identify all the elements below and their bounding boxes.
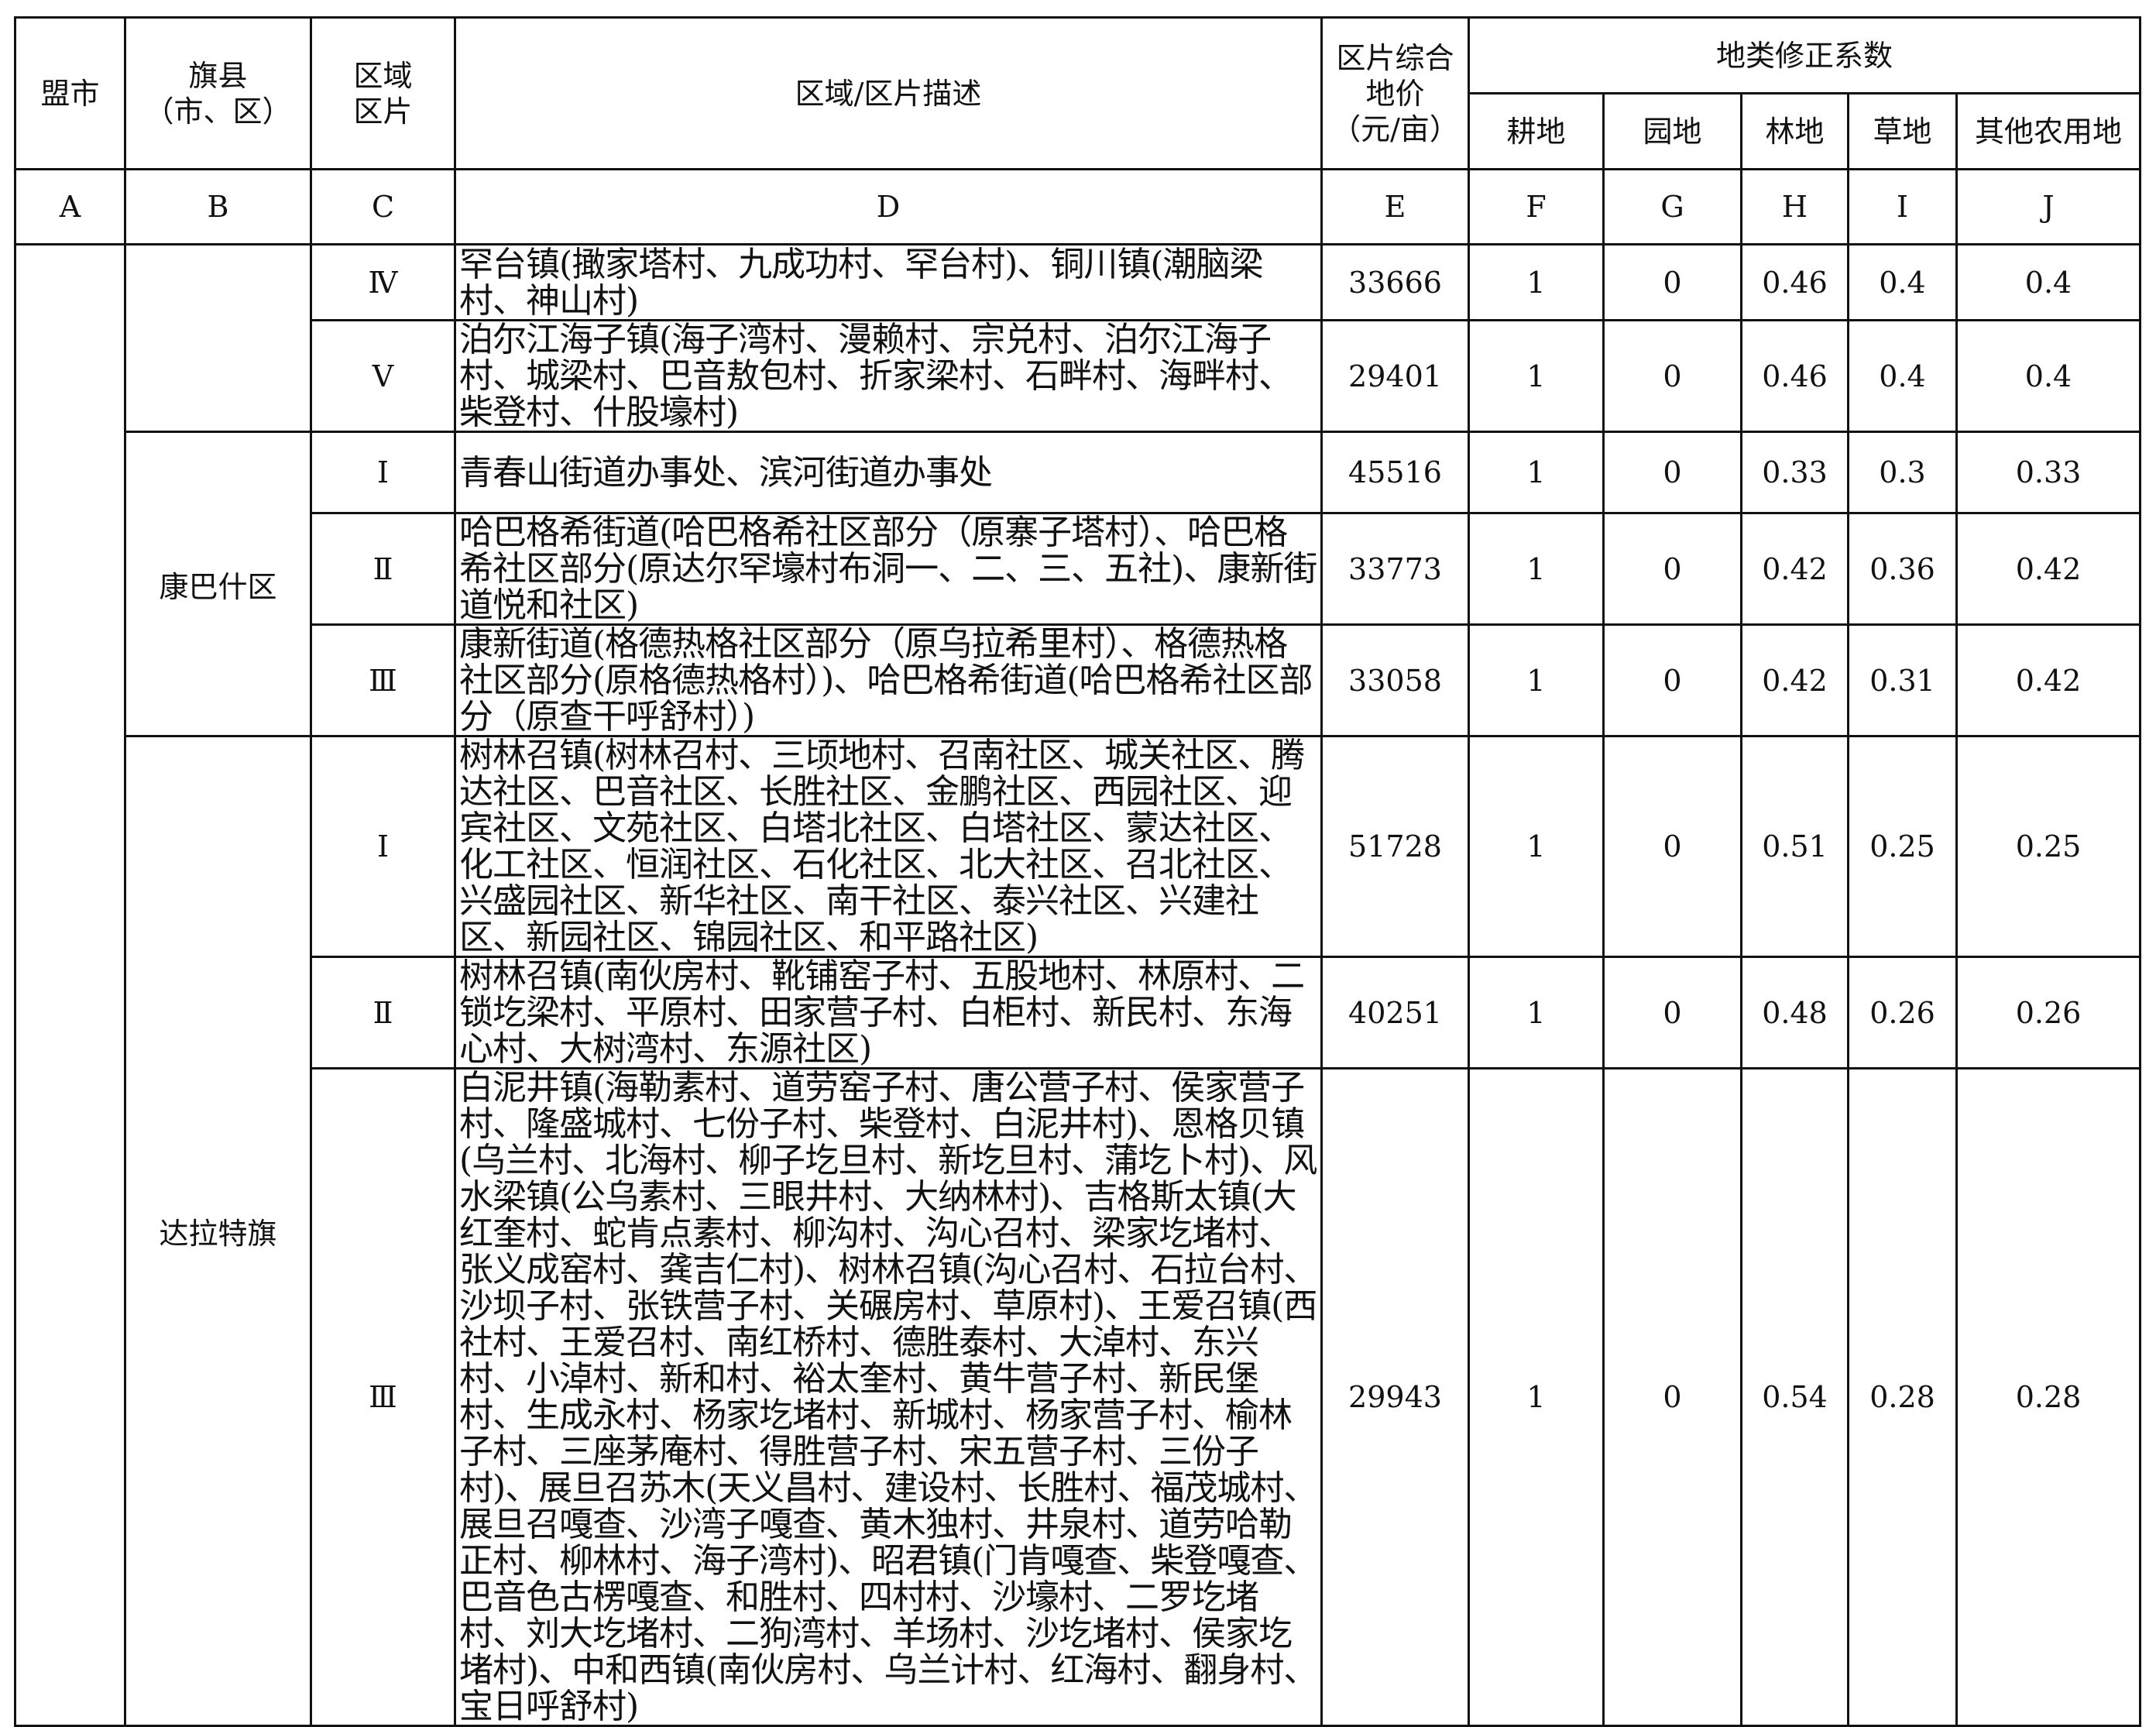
table-row: Ⅲ 白泥井镇(海勒素村、道劳窑子村、唐公营子村、侯家营子村、隆盛城村、七份子村、柴… xyxy=(15,1067,2141,1727)
coefficient-g-cell: 0 xyxy=(1602,319,1742,433)
header-league-city: 盟市 xyxy=(14,16,126,170)
coefficient-i-cell: 0.3 xyxy=(1847,431,1958,514)
land-price-table: 盟市 旗县 （市、区） 区域 区片 区域/区片描述 区片综合 地价 （元/亩） … xyxy=(14,16,2141,1727)
coefficient-g-cell: 0 xyxy=(1602,956,1742,1070)
header-county: 旗县 （市、区） xyxy=(124,16,312,170)
zone-cell: Ⅳ xyxy=(310,243,456,321)
price-cell: 29401 xyxy=(1320,319,1470,433)
zone-cell: Ⅱ xyxy=(310,512,456,626)
coefficient-i-cell: 0.4 xyxy=(1847,243,1958,321)
zone-cell: Ⅴ xyxy=(310,319,456,433)
description-cell: 树林召镇(树林召村、三顷地村、召南社区、城关社区、腾达社区、巴音社区、长胜社区、… xyxy=(454,735,1323,958)
coefficient-j-cell: 0.4 xyxy=(1955,243,2141,321)
price-cell: 33773 xyxy=(1320,512,1470,626)
table-row: Ⅳ 罕台镇(撖家塔村、九成功村、罕台村)、铜川镇(潮脑梁村、神山村) 33666 1 0… xyxy=(14,243,2141,1727)
letter-cell: A xyxy=(14,168,126,245)
price-cell: 29943 xyxy=(1320,1067,1470,1727)
coefficient-f-cell: 1 xyxy=(1468,956,1605,1070)
coefficient-g-cell: 0 xyxy=(1602,735,1742,958)
letter-cell: D xyxy=(454,168,1323,245)
coefficient-h-cell: 0.42 xyxy=(1740,512,1849,626)
coefficient-j-cell: 0.42 xyxy=(1955,623,2141,737)
header-forest: 林地 xyxy=(1740,92,1849,170)
coefficient-j-cell: 0.33 xyxy=(1955,431,2141,514)
table-row: Ⅱ 树林召镇(南伙房村、靴铺窑子村、五股地村、林原村、二锁圪梁村、平原村、田家营子… xyxy=(15,956,2141,1070)
letter-cell: I xyxy=(1847,168,1958,245)
description-cell: 康新街道(格德热格社区部分（原乌拉希里村）、格德热格社区部分(原格德热格村）)、… xyxy=(454,623,1323,737)
letter-cell: B xyxy=(124,168,312,245)
coefficient-g-cell: 0 xyxy=(1602,623,1742,737)
coefficient-j-cell: 0.25 xyxy=(1955,735,2141,958)
price-cell: 33666 xyxy=(1320,243,1470,321)
coefficient-j-cell: 0.28 xyxy=(1955,1067,2141,1727)
zone-cell: Ⅲ xyxy=(310,623,456,737)
coefficient-h-cell: 0.48 xyxy=(1740,956,1849,1070)
letter-row: A B C D E F G H I J xyxy=(14,168,2141,245)
county-cell xyxy=(124,243,312,433)
coefficient-f-cell: 1 xyxy=(1468,735,1605,958)
price-cell: 45516 xyxy=(1320,431,1470,514)
coefficient-f-cell: 1 xyxy=(1468,623,1605,737)
table-row: 康巴什区 Ⅰ 青春山街道办事处、滨河街道办事处 45516 1 0 0.33 0.3 0.33 xyxy=(15,431,2141,737)
coefficient-i-cell: 0.28 xyxy=(1847,1067,1958,1727)
table-row: Ⅲ 康新街道(格德热格社区部分（原乌拉希里村）、格德热格社区部分(原格德热格村）)… xyxy=(15,623,2141,737)
coefficient-g-cell: 0 xyxy=(1602,512,1742,626)
county-cell: 康巴什区 xyxy=(124,431,312,737)
letter-cell: J xyxy=(1955,168,2141,245)
coefficient-i-cell: 0.36 xyxy=(1847,512,1958,626)
description-cell: 青春山街道办事处、滨河街道办事处 xyxy=(454,431,1323,514)
description-cell: 白泥井镇(海勒素村、道劳窑子村、唐公营子村、侯家营子村、隆盛城村、七份子村、柴登… xyxy=(454,1067,1323,1727)
header-price: 区片综合 地价 （元/亩） xyxy=(1320,16,1470,170)
coefficient-i-cell: 0.4 xyxy=(1847,319,1958,433)
header-garden: 园地 xyxy=(1602,92,1742,170)
coefficient-i-cell: 0.25 xyxy=(1847,735,1958,958)
coefficient-j-cell: 0.42 xyxy=(1955,512,2141,626)
coefficient-j-cell: 0.4 xyxy=(1955,319,2141,433)
coefficient-j-cell: 0.26 xyxy=(1955,956,2141,1070)
letter-cell: H xyxy=(1740,168,1849,245)
header-description: 区域/区片描述 xyxy=(454,16,1323,170)
coefficient-f-cell: 1 xyxy=(1468,1067,1605,1727)
coefficient-h-cell: 0.46 xyxy=(1740,243,1849,321)
league-city-cell xyxy=(14,243,126,1727)
description-cell: 树林召镇(南伙房村、靴铺窑子村、五股地村、林原村、二锁圪梁村、平原村、田家营子村… xyxy=(454,956,1323,1070)
description-cell: 哈巴格希街道(哈巴格希社区部分（原寨子塔村）、哈巴格希社区部分(原达尔罕壕村布洞… xyxy=(454,512,1323,626)
coefficient-h-cell: 0.54 xyxy=(1740,1067,1849,1727)
description-cell: 泊尔江海子镇(海子湾村、漫赖村、宗兑村、泊尔江海子村、城梁村、巴音敖包村、折家梁… xyxy=(454,319,1323,433)
header-grass: 草地 xyxy=(1847,92,1958,170)
coefficient-h-cell: 0.33 xyxy=(1740,431,1849,514)
table-row: 达拉特旗 Ⅰ 树林召镇(树林召村、三顷地村、召南社区、城关社区、腾达社区、巴音社区、… xyxy=(15,735,2141,1727)
header-farmland: 耕地 xyxy=(1468,92,1605,170)
letter-cell: F xyxy=(1468,168,1605,245)
coefficient-g-cell: 0 xyxy=(1602,431,1742,514)
coefficient-f-cell: 1 xyxy=(1468,512,1605,626)
letter-cell: G xyxy=(1602,168,1742,245)
table-row: Ⅴ 泊尔江海子镇(海子湾村、漫赖村、宗兑村、泊尔江海子村、城梁村、巴音敖包村、折家… xyxy=(15,319,2141,433)
coefficient-h-cell: 0.46 xyxy=(1740,319,1849,433)
county-cell: 达拉特旗 xyxy=(124,735,312,1727)
coefficient-g-cell: 0 xyxy=(1602,1067,1742,1727)
coefficient-h-cell: 0.42 xyxy=(1740,623,1849,737)
price-cell: 51728 xyxy=(1320,735,1470,958)
table-row: Ⅱ 哈巴格希街道(哈巴格希社区部分（原寨子塔村）、哈巴格希社区部分(原达尔罕壕村布… xyxy=(15,512,2141,626)
coefficient-f-cell: 1 xyxy=(1468,319,1605,433)
letter-cell: E xyxy=(1320,168,1470,245)
zone-cell: Ⅰ xyxy=(310,431,456,514)
zone-cell: Ⅲ xyxy=(310,1067,456,1727)
zone-cell: Ⅰ xyxy=(310,735,456,958)
zone-cell: Ⅱ xyxy=(310,956,456,1070)
price-cell: 40251 xyxy=(1320,956,1470,1070)
coefficient-f-cell: 1 xyxy=(1468,243,1605,321)
coefficient-i-cell: 0.31 xyxy=(1847,623,1958,737)
header-zone: 区域 区片 xyxy=(310,16,456,170)
coefficient-h-cell: 0.51 xyxy=(1740,735,1849,958)
description-cell: 罕台镇(撖家塔村、九成功村、罕台村)、铜川镇(潮脑梁村、神山村) xyxy=(454,243,1323,321)
letter-cell: C xyxy=(310,168,456,245)
price-cell: 33058 xyxy=(1320,623,1470,737)
header-coefficient-group: 地类修正系数 xyxy=(1468,16,2141,94)
coefficient-i-cell: 0.26 xyxy=(1847,956,1958,1070)
header-other-agri: 其他农用地 xyxy=(1955,92,2141,170)
coefficient-f-cell: 1 xyxy=(1468,431,1605,514)
coefficient-g-cell: 0 xyxy=(1602,243,1742,321)
